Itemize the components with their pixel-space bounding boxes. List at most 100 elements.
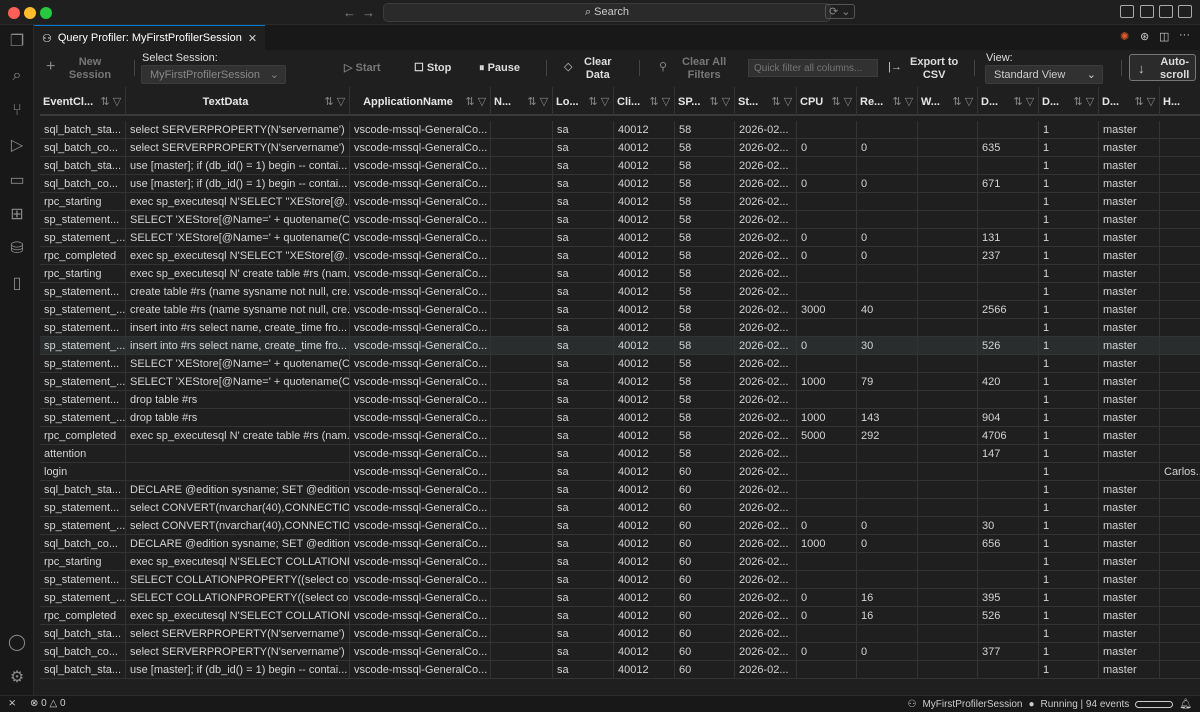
- filter-icon[interactable]: ▽: [964, 96, 974, 108]
- search-icon[interactable]: ⌕: [12, 67, 22, 84]
- table-row[interactable]: sql_batch_sta... select SERVERPROPERTY(N'…: [40, 121, 1200, 139]
- column-header[interactable]: St... ⇅ ▽: [735, 87, 797, 116]
- notifications-bell-icon[interactable]: 🔔︎: [1179, 698, 1192, 710]
- more-actions-icon[interactable]: ···: [1179, 29, 1190, 41]
- quick-filter-input[interactable]: [748, 59, 878, 77]
- settings-gear-icon[interactable]: ⚙: [9, 669, 25, 686]
- clear-all-filters-button[interactable]: Clear All Filters: [682, 56, 727, 81]
- table-row[interactable]: sp_statement_... SELECT 'XEStore[@Name=' …: [40, 373, 1200, 391]
- sort-icon[interactable]: ⇅: [1013, 96, 1023, 108]
- filter-icon[interactable]: ▽: [1025, 96, 1035, 108]
- sort-icon[interactable]: ⇅: [892, 96, 902, 108]
- account-icon[interactable]: ◯: [8, 634, 26, 651]
- tab-query-profiler[interactable]: ⚇ Query Profiler: MyFirstProfilerSession …: [34, 25, 266, 50]
- minimize-window-button[interactable]: [24, 7, 36, 19]
- column-header[interactable]: CPU ⇅ ▽: [797, 87, 857, 116]
- sort-icon[interactable]: ⇅: [709, 96, 719, 108]
- column-header[interactable]: N... ⇅ ▽: [491, 87, 553, 116]
- table-row[interactable]: sp_statement... SELECT 'XEStore[@Name=' +…: [40, 211, 1200, 229]
- back-arrow-icon[interactable]: ←: [343, 5, 356, 20]
- copilot-status-icon[interactable]: ⚇: [907, 698, 917, 710]
- pause-button[interactable]: ⏸ Pause: [479, 62, 520, 74]
- column-header[interactable]: Lo... ⇅ ▽: [553, 87, 614, 116]
- new-session-button[interactable]: New Session: [68, 56, 112, 81]
- sort-icon[interactable]: ⇅: [465, 96, 475, 108]
- autoscroll-button[interactable]: ↓ Auto- scroll: [1129, 54, 1196, 81]
- toggle-secondary-sidebar-icon[interactable]: [1178, 5, 1192, 18]
- split-editor-icon[interactable]: ◫: [1159, 31, 1170, 43]
- filter-icon[interactable]: ▽: [904, 96, 914, 108]
- table-row[interactable]: sp_statement_... create table #rs (name s…: [40, 301, 1200, 319]
- column-header[interactable]: TextData ⇅ ▽: [126, 87, 350, 116]
- table-row[interactable]: sp_statement_... drop table #rs vscode-mss…: [40, 409, 1200, 427]
- table-row[interactable]: sql_batch_sta... use [master]; if (db_id(…: [40, 157, 1200, 175]
- problems-indicator[interactable]: ⊗ 0 △ 0: [30, 698, 66, 709]
- table-row[interactable]: sp_statement_... select CONVERT(nvarchar(…: [40, 517, 1200, 535]
- chat-icon[interactable]: ⊛: [1140, 31, 1150, 43]
- filter-icon[interactable]: ▽: [1146, 96, 1156, 108]
- session-select[interactable]: MyFirstProfilerSession ⌄: [141, 65, 286, 84]
- forward-arrow-icon[interactable]: →: [362, 5, 375, 20]
- column-header[interactable]: D... ⇅ ▽: [1039, 87, 1099, 116]
- sort-icon[interactable]: ⇅: [588, 96, 598, 108]
- sort-icon[interactable]: ⇅: [324, 96, 334, 108]
- bug-icon[interactable]: ✺: [1120, 31, 1130, 43]
- start-button[interactable]: ▷ Start: [344, 62, 381, 74]
- table-row[interactable]: sql_batch_sta... use [master]; if (db_id(…: [40, 661, 1200, 679]
- source-control-icon[interactable]: ⑂: [12, 102, 22, 119]
- column-header[interactable]: Re... ⇅ ▽: [857, 87, 918, 116]
- view-select[interactable]: Standard View ⌄: [985, 65, 1103, 84]
- copilot-icon[interactable]: ⟳ ⌄: [825, 4, 855, 19]
- command-search[interactable]: ⌕ Search: [383, 3, 831, 22]
- filter-icon[interactable]: ▽: [783, 96, 793, 108]
- filter-icon[interactable]: ▽: [843, 96, 853, 108]
- clear-data-button[interactable]: Clear Data: [584, 56, 612, 81]
- layout-icon[interactable]: [1120, 5, 1134, 18]
- close-tab-icon[interactable]: ✕: [247, 32, 258, 45]
- column-header[interactable]: SP... ⇅ ▽: [675, 87, 735, 116]
- column-header[interactable]: W... ⇅ ▽: [918, 87, 978, 116]
- extensions-icon[interactable]: ⊞: [10, 206, 24, 223]
- notebook-icon[interactable]: ▯: [12, 275, 22, 292]
- remote-icon[interactable]: ⨯: [8, 698, 17, 709]
- table-row[interactable]: rpc_starting exec sp_executesql N'SELECT …: [40, 553, 1200, 571]
- table-row[interactable]: rpc_completed exec sp_executesql N'SELECT…: [40, 247, 1200, 265]
- column-header[interactable]: ApplicationName ⇅ ▽: [350, 87, 491, 116]
- table-row[interactable]: sql_batch_co... DECLARE @edition sysname;…: [40, 535, 1200, 553]
- column-header[interactable]: EventCl... ⇅ ▽: [40, 87, 126, 116]
- table-row[interactable]: sp_statement_... SELECT 'XEStore[@Name=' …: [40, 229, 1200, 247]
- sort-icon[interactable]: ⇅: [771, 96, 781, 108]
- table-row[interactable]: sp_statement... SELECT 'XEStore[@Name=' +…: [40, 355, 1200, 373]
- sort-icon[interactable]: ⇅: [952, 96, 962, 108]
- filter-icon[interactable]: ▽: [112, 96, 122, 108]
- remote-explorer-icon[interactable]: ▭: [9, 172, 25, 189]
- filter-icon[interactable]: ▽: [477, 96, 487, 108]
- export-csv-button[interactable]: Export to CSV: [910, 56, 959, 81]
- sql-server-icon[interactable]: ⛁: [10, 240, 24, 257]
- toggle-panel-icon[interactable]: [1159, 5, 1173, 18]
- column-header[interactable]: D... ⇅ ▽: [978, 87, 1039, 116]
- table-row[interactable]: rpc_starting exec sp_executesql N'SELECT …: [40, 193, 1200, 211]
- table-row[interactable]: sql_batch_co... select SERVERPROPERTY(N's…: [40, 139, 1200, 157]
- column-header[interactable]: H...⇅▽: [1160, 87, 1200, 116]
- sort-icon[interactable]: ⇅: [1134, 96, 1144, 108]
- table-row[interactable]: sql_batch_co... select SERVERPROPERTY(N's…: [40, 643, 1200, 661]
- column-header[interactable]: Cli... ⇅ ▽: [614, 87, 675, 116]
- table-row[interactable]: sp_statement... insert into #rs select na…: [40, 319, 1200, 337]
- table-row[interactable]: sp_statement... select CONVERT(nvarchar(4…: [40, 499, 1200, 517]
- table-row[interactable]: sql_batch_co... use [master]; if (db_id()…: [40, 175, 1200, 193]
- sort-icon[interactable]: ⇅: [831, 96, 841, 108]
- filter-icon[interactable]: ▽: [336, 96, 346, 108]
- sort-icon[interactable]: ⇅: [649, 96, 659, 108]
- filter-icon[interactable]: ▽: [600, 96, 610, 108]
- table-row[interactable]: sp_statement... SELECT COLLATIONPROPERTY(…: [40, 571, 1200, 589]
- filter-icon[interactable]: ▽: [661, 96, 671, 108]
- table-row[interactable]: login vscode-mssql-GeneralCo... sa 40012 60 2…: [40, 463, 1200, 481]
- table-row[interactable]: rpc_starting exec sp_executesql N' create…: [40, 265, 1200, 283]
- filter-icon[interactable]: ▽: [721, 96, 731, 108]
- table-row[interactable]: attention vscode-mssql-GeneralCo... sa 4001…: [40, 445, 1200, 463]
- explorer-icon[interactable]: ❐: [9, 33, 25, 50]
- sort-icon[interactable]: ⇅: [527, 96, 537, 108]
- run-debug-icon[interactable]: ▷: [10, 137, 24, 154]
- table-row[interactable]: rpc_completed exec sp_executesql N' creat…: [40, 427, 1200, 445]
